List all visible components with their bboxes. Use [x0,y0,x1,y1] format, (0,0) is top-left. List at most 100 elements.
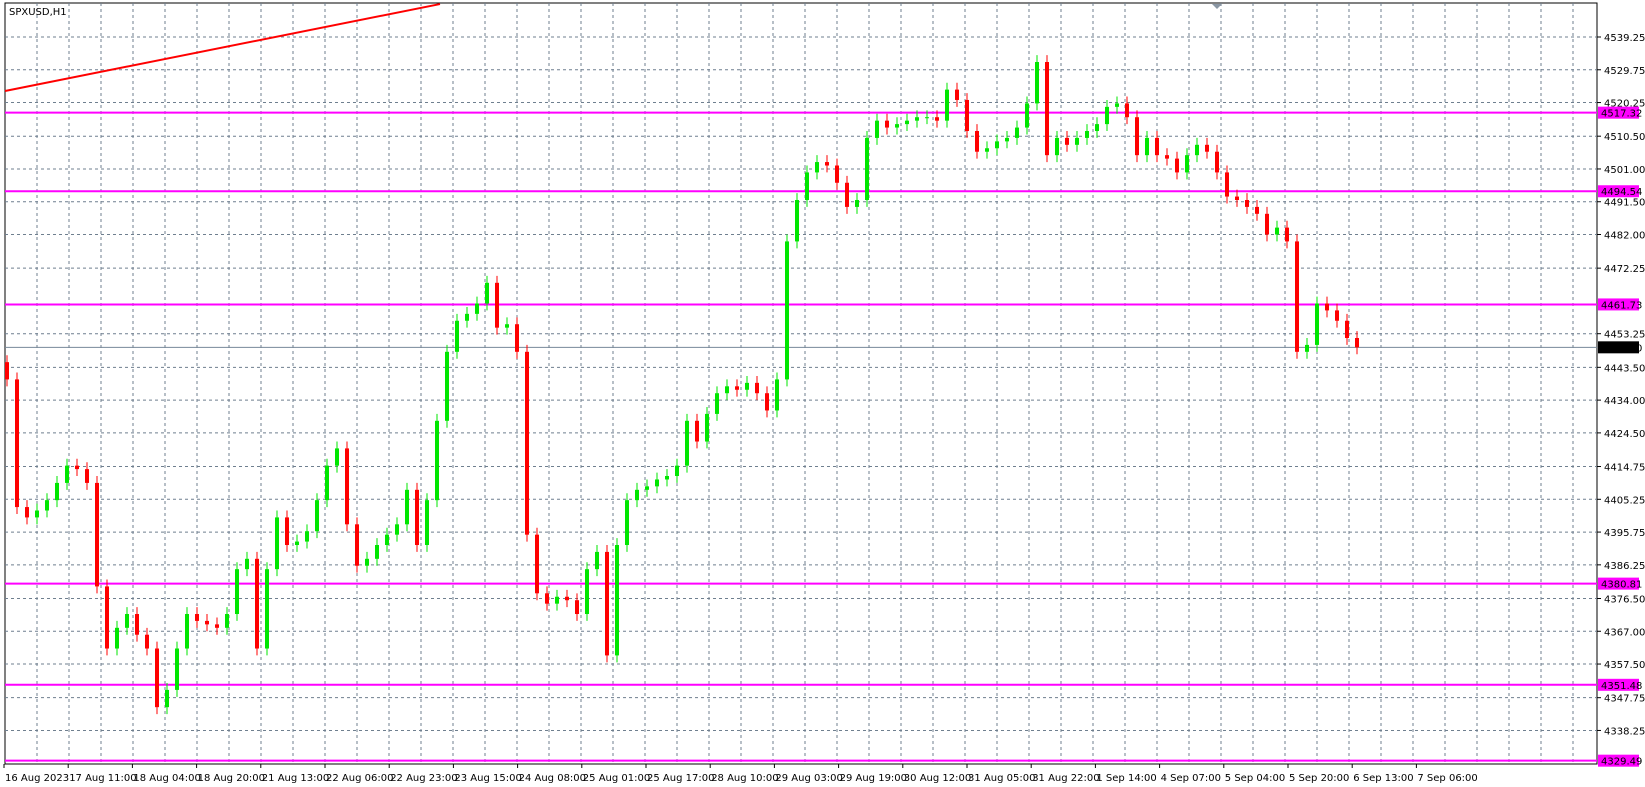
candle [195,607,199,628]
candle-body [635,489,639,501]
candle [935,110,939,128]
candle [445,344,449,428]
candle [885,113,889,135]
candle [965,93,969,138]
candle [135,607,139,642]
candle [895,117,899,135]
y-tick-label: 4434.00 [1604,396,1645,407]
candle [185,607,189,656]
candle [975,124,979,159]
candle-body [1235,196,1239,201]
candle-body [825,162,829,166]
grid [5,3,1597,764]
x-tick-label: 5 Sep 20:00 [1289,773,1349,784]
candle-body [85,469,89,483]
candle-body [35,510,39,518]
candle [1125,96,1129,125]
candle-body [605,551,609,656]
candle [1165,148,1169,166]
candle-body [915,117,919,121]
y-tick-label: 4357.50 [1604,660,1645,671]
candle [1145,131,1149,163]
candle-body [965,99,969,132]
candle [1345,313,1349,345]
candle-body [1265,213,1269,235]
candle-body [1315,303,1319,345]
candle [1215,144,1219,180]
candle-body [1215,151,1219,173]
candle-body [1225,172,1229,197]
candle-body [195,614,199,621]
x-tick-label: 29 Aug 19:00 [840,773,907,784]
candle [1135,110,1139,163]
candle [825,155,829,173]
y-tick-label: 4405.25 [1604,495,1645,506]
candles [5,55,1359,715]
candle [1055,131,1059,163]
candle-body [1005,137,1009,142]
candle [815,155,819,180]
candle-body [385,534,389,546]
candle [595,545,599,577]
candle [305,524,309,549]
candle-body [145,634,149,649]
candle [995,134,999,156]
candle [465,306,469,328]
candle-body [335,448,339,466]
candle-body [1115,103,1119,107]
candle [495,275,499,335]
candle [155,641,159,715]
candle-body [595,551,599,570]
candle [865,131,869,207]
candle [525,344,529,542]
candle-body [45,500,49,511]
y-tick-label: 4529.75 [1604,66,1645,77]
current-price-label: 4449.30 [1601,343,1642,354]
candle [1235,189,1239,207]
candle-body [805,172,809,201]
candle [1175,151,1179,180]
candle [115,620,119,656]
candle-body [785,241,789,380]
candle-body [865,137,869,201]
candle-body [1105,106,1109,125]
candle-body [135,614,139,635]
candle [215,617,219,635]
candle [1065,131,1069,152]
candle-body [955,89,959,100]
plot-area [4,2,1598,765]
candle-body [975,131,979,152]
level-price-badge [1598,577,1639,590]
candle [585,562,589,621]
candle [145,627,149,656]
candle [315,493,319,539]
candle-body [505,324,509,328]
candle-body [775,379,779,411]
candle-body [205,620,209,625]
candle [1105,99,1109,132]
candle-body [545,593,549,604]
candle-body [105,586,109,649]
candle-body [1355,338,1359,348]
candle-body [875,120,879,138]
candle [475,296,479,321]
level-price-label: 4351.48 [1601,681,1642,692]
x-tick-label: 6 Sep 13:00 [1353,773,1413,784]
candle-body [1145,137,1149,156]
candle [435,413,439,508]
candle [225,607,229,635]
candle [725,379,729,401]
candle-body [245,558,249,570]
candle [1225,165,1229,204]
y-tick-label: 4501.00 [1604,165,1645,176]
x-tick-label: 16 Aug 2023 [5,773,69,784]
candle [375,538,379,566]
candle-body [685,420,689,466]
chart-shift-marker-icon[interactable] [1212,4,1222,9]
y-tick-label: 4367.00 [1604,627,1645,638]
candle [325,458,329,508]
candle [15,372,19,514]
x-tick-label: 31 Aug 22:00 [1032,773,1099,784]
candle-body [1325,303,1329,311]
